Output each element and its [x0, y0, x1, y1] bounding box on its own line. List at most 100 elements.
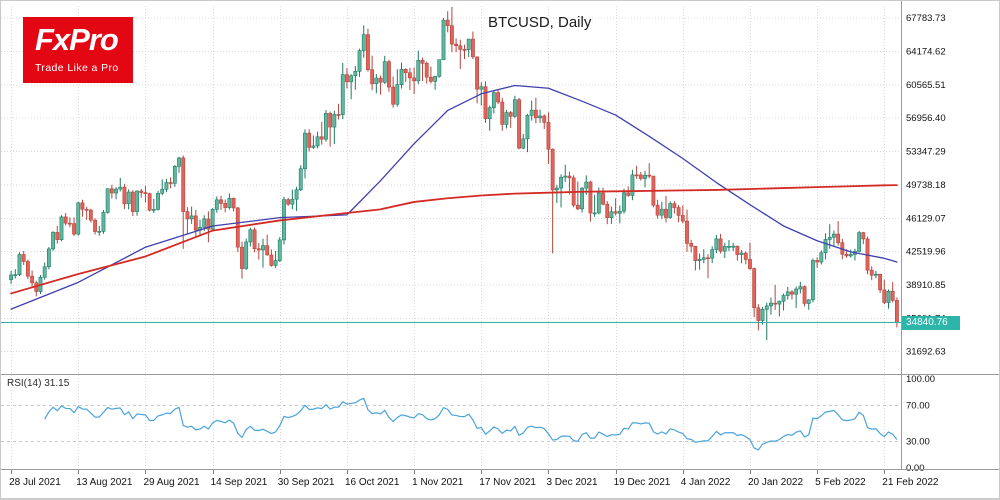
candle-body	[790, 291, 794, 295]
candle-body	[319, 136, 324, 140]
candle-body	[827, 236, 832, 240]
candle-body	[588, 181, 593, 214]
candle-body	[72, 223, 76, 235]
price-axis-label: 42519.96	[906, 247, 946, 258]
candle-body	[554, 187, 559, 191]
candle-body	[55, 232, 60, 240]
candle-body	[689, 243, 694, 247]
candle-body	[424, 63, 429, 78]
candle-body	[542, 115, 547, 123]
candle-body	[714, 238, 719, 250]
time-axis-label: 17 Nov 2021	[479, 477, 536, 488]
candle-body	[504, 112, 509, 125]
candle-body	[781, 295, 786, 302]
candle-body	[366, 34, 370, 70]
price-axis-label: 60565.51	[906, 80, 946, 91]
candle-body	[256, 248, 261, 251]
candle-body	[315, 136, 320, 147]
candle-body	[508, 112, 513, 117]
time-axis-label: 5 Feb 2022	[815, 477, 866, 488]
time-axis-label: 1 Nov 2021	[412, 477, 464, 488]
candle-body	[806, 299, 811, 304]
candle-body	[462, 49, 467, 51]
candle-body	[391, 86, 396, 105]
candle-body	[617, 210, 622, 214]
candle-body	[109, 188, 114, 194]
candle-body	[550, 148, 555, 191]
candle-body	[601, 192, 605, 205]
candle-body	[412, 77, 417, 82]
candle-body	[336, 114, 341, 116]
candle-body	[454, 43, 458, 47]
grid	[1, 6, 901, 468]
candle-body	[265, 245, 270, 256]
candle-body	[500, 101, 505, 125]
candle-body	[735, 245, 740, 255]
candle-body	[848, 254, 853, 257]
candle-body	[206, 218, 211, 230]
candle-body	[718, 238, 723, 252]
candle-body	[727, 246, 731, 248]
candle-body	[311, 145, 316, 148]
candle-body	[580, 187, 584, 210]
candle-body	[777, 300, 782, 305]
candle-body	[403, 69, 408, 74]
candle-body	[168, 182, 173, 184]
candle-body	[638, 174, 643, 179]
axis-labels: 67783.73 64174.62 60565.51 56956.40 53347.29…	[9, 13, 946, 488]
candle-body	[701, 257, 706, 260]
candle-body	[172, 166, 177, 184]
candle-body	[521, 138, 526, 149]
candle-body	[643, 174, 647, 179]
candle-body	[878, 273, 883, 291]
candle-body	[525, 115, 530, 140]
candle-body	[202, 218, 207, 228]
candle-body	[231, 197, 236, 209]
candle-body	[882, 289, 887, 303]
candle-body	[748, 259, 752, 269]
candle-body	[269, 254, 274, 266]
candle-body	[277, 239, 282, 261]
candle-body	[294, 189, 299, 200]
candle-body	[445, 19, 450, 26]
candle-body	[290, 198, 295, 205]
candle-body	[706, 257, 710, 260]
candle-body	[223, 203, 228, 208]
candle-body	[811, 260, 815, 301]
candle-body	[680, 215, 685, 222]
candle-body	[844, 253, 849, 257]
candle-body	[143, 192, 148, 194]
candle-body	[374, 77, 379, 85]
candle-body	[538, 115, 542, 119]
candle-body	[345, 74, 349, 83]
time-axis-label: 21 Feb 2022	[882, 477, 939, 488]
candle-body	[399, 69, 404, 85]
candle-body	[433, 76, 438, 82]
logo-brand-text: FxPro	[35, 22, 119, 57]
moving-averages	[10, 84, 898, 310]
candle-body	[420, 60, 425, 64]
candle-body	[408, 72, 412, 79]
candle-body	[156, 193, 160, 210]
candle-body	[815, 260, 820, 263]
time-axis-label: 19 Dec 2021	[614, 477, 671, 488]
candle-body	[592, 212, 597, 215]
time-axis-label: 13 Aug 2021	[76, 477, 133, 488]
candle-body	[823, 239, 828, 254]
candle-body	[147, 193, 152, 211]
ma-slow-line	[10, 184, 898, 295]
candle-body	[609, 211, 614, 218]
candle-body	[752, 268, 757, 309]
candle-body	[584, 181, 589, 189]
candle-body	[307, 132, 312, 148]
candle-body	[361, 34, 366, 51]
candle-body	[466, 38, 471, 50]
candle-body	[25, 261, 30, 277]
candle-body	[890, 291, 895, 301]
candle-body	[126, 191, 131, 205]
candle-body	[668, 203, 673, 218]
price-axis-label: 38910.85	[906, 280, 946, 291]
rsi-pane: 100.00 70.00 30.00 0.00	[1, 374, 935, 474]
